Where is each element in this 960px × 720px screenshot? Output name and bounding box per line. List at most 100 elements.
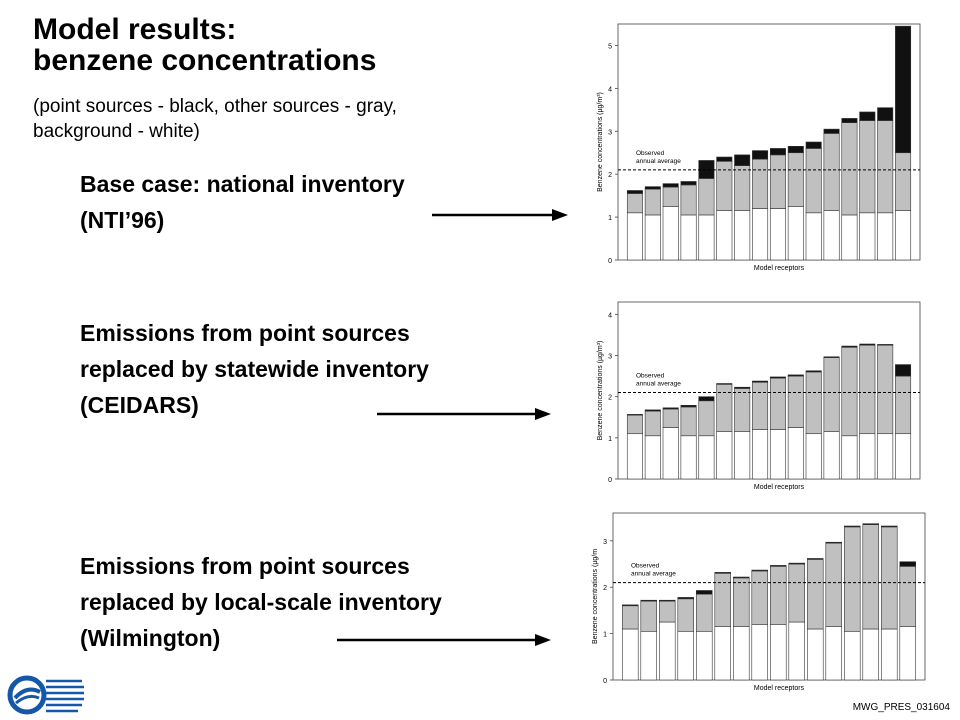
- chart-base-case-svg: 0 1 2 3 4 5 Benzene concentrations (µg/m³) Mode…: [597, 23, 921, 272]
- point-sources-bar: [805, 370, 822, 373]
- point-sources-bar: [788, 562, 806, 565]
- other-sources-bar: [698, 400, 715, 437]
- plot-frame: [617, 301, 921, 480]
- point-sources-bar: [862, 523, 880, 525]
- other-sources-bar: [751, 570, 769, 625]
- point-sources-bar: [877, 107, 894, 121]
- y-tick-label: 1: [608, 215, 612, 222]
- background-bar: [769, 624, 787, 681]
- background-bar: [734, 210, 751, 261]
- point-sources-bar: [823, 356, 840, 358]
- point-sources-bar: [823, 128, 840, 134]
- point-sources-bar: [734, 154, 751, 166]
- background-bar: [877, 433, 894, 480]
- title-line-2: benzene concentrations: [33, 44, 377, 77]
- other-sources-bar: [823, 133, 840, 211]
- other-sources-bar: [695, 593, 713, 632]
- subtitle: (point sources - black, other sources - …: [33, 94, 573, 144]
- x-axis-label: Model receptors: [754, 484, 805, 491]
- y-tick-label: 4: [608, 312, 612, 319]
- chart-local: 0 1 2 3 Benzene concentrations (µg/m Model re…: [575, 505, 935, 695]
- y-tick-label: 2: [608, 395, 612, 402]
- point-sources-bar: [805, 141, 822, 149]
- point-sources-bar: [698, 160, 715, 179]
- other-sources-bar: [677, 598, 695, 632]
- background-bar: [899, 626, 917, 681]
- other-sources-bar: [843, 526, 861, 632]
- organization-logo: [7, 675, 84, 715]
- point-sources-bar: [662, 183, 679, 188]
- page-title: Model results: benzene concentrations: [33, 14, 376, 76]
- other-sources-bar: [734, 165, 751, 211]
- point-sources-bar: [877, 344, 894, 346]
- point-sources-bar: [841, 345, 858, 348]
- background-bar: [680, 214, 697, 261]
- case-label-statewide: Emissions from point sources replaced by…: [80, 315, 429, 423]
- point-sources-bar: [769, 148, 786, 156]
- other-sources-bar: [662, 186, 679, 207]
- point-sources-bar: [825, 541, 843, 544]
- y-tick-label: 3: [608, 354, 612, 361]
- other-sources-bar: [626, 193, 643, 214]
- background-bar: [823, 431, 840, 480]
- subtitle-line-2: background - white): [33, 121, 200, 142]
- case-label-line: replaced by local-scale inventory: [80, 589, 442, 615]
- y-tick-label: 0: [608, 258, 612, 265]
- background-bar: [662, 427, 679, 480]
- background-bar: [644, 435, 661, 480]
- observed-label: annual average: [636, 158, 681, 165]
- background-bar: [880, 628, 898, 681]
- background-bar: [805, 433, 822, 480]
- chart-statewide-svg: 0 1 2 3 4 Benzene concentrations (µg/m³) Model…: [597, 301, 921, 491]
- point-sources-bar: [626, 414, 643, 416]
- y-tick-label: 0: [608, 477, 612, 484]
- point-sources-bar: [769, 565, 787, 567]
- other-sources-bar: [680, 184, 697, 216]
- other-sources-bar: [769, 377, 786, 430]
- point-sources-bar: [895, 364, 912, 377]
- arrow-statewide: [377, 408, 551, 420]
- background-bar: [787, 427, 804, 480]
- point-sources-bar: [680, 181, 697, 186]
- subtitle-line-1: (point sources - black, other sources - …: [33, 96, 397, 117]
- other-sources-bar: [662, 408, 679, 428]
- point-sources-bar: [714, 572, 732, 574]
- point-sources-bar: [658, 599, 676, 602]
- other-sources-bar: [877, 344, 894, 435]
- background-bar: [877, 212, 894, 261]
- point-sources-bar: [880, 525, 898, 528]
- point-sources-bar: [626, 190, 643, 194]
- point-sources-bar: [644, 186, 661, 190]
- case-label-local: Emissions from point sources replaced by…: [80, 548, 442, 656]
- point-sources-bar: [640, 599, 658, 602]
- other-sources-bar: [644, 410, 661, 437]
- y-tick-label: 3: [608, 129, 612, 136]
- other-sources-bar: [877, 120, 894, 214]
- point-sources-bar: [752, 380, 769, 383]
- other-sources-bar: [806, 559, 824, 630]
- y-axis-label: Benzene concentrations (µg/m: [592, 549, 599, 644]
- point-sources-bar: [716, 383, 733, 385]
- y-axis-label: Benzene concentrations (µg/m³): [597, 92, 604, 192]
- background-bar: [734, 431, 751, 480]
- y-tick-label: 1: [608, 436, 612, 443]
- other-sources-bar: [899, 566, 917, 627]
- background-bar: [859, 212, 876, 261]
- other-sources-bar: [841, 346, 858, 437]
- background-bar: [626, 433, 643, 480]
- case-label-line: (CEIDARS): [80, 392, 199, 418]
- chart-base-case: 0 1 2 3 4 5 Benzene concentrations (µg/m³) Mode…: [590, 14, 930, 276]
- y-tick-label: 2: [603, 585, 607, 592]
- other-sources-bar: [895, 375, 912, 435]
- point-sources-bar: [859, 111, 876, 121]
- point-sources-bar: [644, 409, 661, 412]
- background-bar: [716, 431, 733, 480]
- other-sources-bar: [716, 161, 733, 211]
- other-sources-bar: [859, 344, 876, 435]
- point-sources-bar: [806, 558, 824, 560]
- background-bar: [769, 429, 786, 480]
- title-line-1: Model results:: [33, 13, 237, 46]
- other-sources-bar: [716, 384, 733, 432]
- background-bar: [752, 208, 769, 261]
- other-sources-bar: [732, 577, 750, 627]
